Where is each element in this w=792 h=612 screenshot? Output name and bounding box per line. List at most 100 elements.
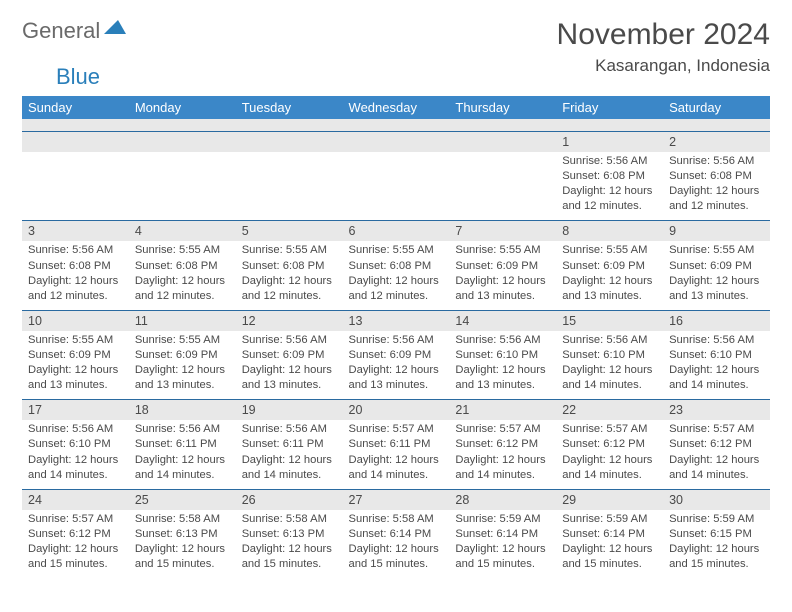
sunset: Sunset: 6:12 PM (562, 437, 657, 452)
sunrise: Sunrise: 5:56 AM (28, 243, 123, 258)
sunrise: Sunrise: 5:56 AM (455, 333, 550, 348)
sunrise: Sunrise: 5:55 AM (28, 333, 123, 348)
sunset: Sunset: 6:09 PM (562, 259, 657, 274)
day-number: 28 (449, 490, 556, 510)
daylight: Daylight: 12 hours and 13 minutes. (28, 363, 123, 393)
day-cell: 9Sunrise: 5:55 AMSunset: 6:09 PMDaylight… (663, 221, 770, 310)
daylight: Daylight: 12 hours and 13 minutes. (242, 363, 337, 393)
day-cell (343, 132, 450, 221)
day-cell: 25Sunrise: 5:58 AMSunset: 6:13 PMDayligh… (129, 489, 236, 578)
day-content: Sunrise: 5:55 AMSunset: 6:09 PMDaylight:… (449, 241, 556, 309)
day-header: Sunday (22, 96, 129, 119)
day-content: Sunrise: 5:55 AMSunset: 6:09 PMDaylight:… (663, 241, 770, 309)
day-cell: 3Sunrise: 5:56 AMSunset: 6:08 PMDaylight… (22, 221, 129, 310)
sunset: Sunset: 6:09 PM (669, 259, 764, 274)
sunset: Sunset: 6:13 PM (242, 527, 337, 542)
day-number: 19 (236, 400, 343, 420)
day-number: 14 (449, 311, 556, 331)
day-cell: 27Sunrise: 5:58 AMSunset: 6:14 PMDayligh… (343, 489, 450, 578)
day-cell: 18Sunrise: 5:56 AMSunset: 6:11 PMDayligh… (129, 400, 236, 489)
day-number (236, 132, 343, 152)
sunset: Sunset: 6:08 PM (135, 259, 230, 274)
day-number: 20 (343, 400, 450, 420)
daylight: Daylight: 12 hours and 15 minutes. (135, 542, 230, 572)
day-content: Sunrise: 5:58 AMSunset: 6:14 PMDaylight:… (343, 510, 450, 578)
daylight: Daylight: 12 hours and 14 minutes. (28, 453, 123, 483)
day-content: Sunrise: 5:55 AMSunset: 6:09 PMDaylight:… (129, 331, 236, 399)
day-number: 12 (236, 311, 343, 331)
sunrise: Sunrise: 5:55 AM (455, 243, 550, 258)
day-header: Friday (556, 96, 663, 119)
sunset: Sunset: 6:11 PM (242, 437, 337, 452)
sunrise: Sunrise: 5:55 AM (135, 243, 230, 258)
sunset: Sunset: 6:14 PM (349, 527, 444, 542)
day-cell (236, 132, 343, 221)
day-cell: 12Sunrise: 5:56 AMSunset: 6:09 PMDayligh… (236, 310, 343, 399)
daylight: Daylight: 12 hours and 12 minutes. (562, 184, 657, 214)
day-header-row: Sunday Monday Tuesday Wednesday Thursday… (22, 96, 770, 119)
day-content: Sunrise: 5:59 AMSunset: 6:14 PMDaylight:… (556, 510, 663, 578)
sunrise: Sunrise: 5:57 AM (349, 422, 444, 437)
sunset: Sunset: 6:08 PM (562, 169, 657, 184)
daylight: Daylight: 12 hours and 13 minutes. (455, 274, 550, 304)
day-number: 23 (663, 400, 770, 420)
sunset: Sunset: 6:09 PM (135, 348, 230, 363)
sunrise: Sunrise: 5:57 AM (455, 422, 550, 437)
daylight: Daylight: 12 hours and 12 minutes. (349, 274, 444, 304)
sunset: Sunset: 6:09 PM (28, 348, 123, 363)
sunrise: Sunrise: 5:58 AM (349, 512, 444, 527)
day-number: 4 (129, 221, 236, 241)
day-number: 3 (22, 221, 129, 241)
day-number: 21 (449, 400, 556, 420)
sunset: Sunset: 6:09 PM (349, 348, 444, 363)
day-content: Sunrise: 5:56 AMSunset: 6:10 PMDaylight:… (663, 331, 770, 399)
day-number: 27 (343, 490, 450, 510)
day-cell: 19Sunrise: 5:56 AMSunset: 6:11 PMDayligh… (236, 400, 343, 489)
sunset: Sunset: 6:13 PM (135, 527, 230, 542)
day-content: Sunrise: 5:55 AMSunset: 6:09 PMDaylight:… (22, 331, 129, 399)
sunrise: Sunrise: 5:55 AM (349, 243, 444, 258)
daylight: Daylight: 12 hours and 13 minutes. (562, 274, 657, 304)
day-content (22, 152, 129, 210)
day-content (129, 152, 236, 210)
day-cell: 2Sunrise: 5:56 AMSunset: 6:08 PMDaylight… (663, 132, 770, 221)
daylight: Daylight: 12 hours and 13 minutes. (455, 363, 550, 393)
day-number: 26 (236, 490, 343, 510)
sunset: Sunset: 6:10 PM (669, 348, 764, 363)
day-content: Sunrise: 5:56 AMSunset: 6:10 PMDaylight:… (22, 420, 129, 488)
day-number (343, 132, 450, 152)
sunrise: Sunrise: 5:58 AM (242, 512, 337, 527)
daylight: Daylight: 12 hours and 13 minutes. (349, 363, 444, 393)
daylight: Daylight: 12 hours and 14 minutes. (349, 453, 444, 483)
sunset: Sunset: 6:09 PM (455, 259, 550, 274)
day-content (236, 152, 343, 210)
logo-triangle-icon (104, 18, 126, 39)
day-cell: 10Sunrise: 5:55 AMSunset: 6:09 PMDayligh… (22, 310, 129, 399)
sunrise: Sunrise: 5:58 AM (135, 512, 230, 527)
sunset: Sunset: 6:15 PM (669, 527, 764, 542)
sunset: Sunset: 6:12 PM (455, 437, 550, 452)
sunset: Sunset: 6:10 PM (562, 348, 657, 363)
logo-text-general: General (22, 18, 100, 44)
day-cell: 4Sunrise: 5:55 AMSunset: 6:08 PMDaylight… (129, 221, 236, 310)
day-cell: 5Sunrise: 5:55 AMSunset: 6:08 PMDaylight… (236, 221, 343, 310)
day-cell: 22Sunrise: 5:57 AMSunset: 6:12 PMDayligh… (556, 400, 663, 489)
day-content (449, 152, 556, 210)
sunrise: Sunrise: 5:56 AM (669, 333, 764, 348)
weeks-table: 1Sunrise: 5:56 AMSunset: 6:08 PMDaylight… (22, 131, 770, 578)
day-cell: 29Sunrise: 5:59 AMSunset: 6:14 PMDayligh… (556, 489, 663, 578)
day-cell: 30Sunrise: 5:59 AMSunset: 6:15 PMDayligh… (663, 489, 770, 578)
sunset: Sunset: 6:11 PM (135, 437, 230, 452)
day-cell: 26 Sunrise: 5:58 AMSunset: 6:13 PMDayligh… (236, 489, 343, 578)
daylight: Daylight: 12 hours and 15 minutes. (455, 542, 550, 572)
day-content: Sunrise: 5:56 AMSunset: 6:08 PMDaylight:… (556, 152, 663, 220)
week-row: 17Sunrise: 5:56 AMSunset: 6:10 PMDayligh… (22, 400, 770, 489)
sunrise: Sunrise: 5:57 AM (28, 512, 123, 527)
day-number: 29 (556, 490, 663, 510)
day-number: 1 (556, 132, 663, 152)
day-content: Sunrise: 5:57 AMSunset: 6:12 PMDaylight:… (663, 420, 770, 488)
sunrise: Sunrise: 5:56 AM (562, 154, 657, 169)
sunrise: Sunrise: 5:59 AM (455, 512, 550, 527)
daylight: Daylight: 12 hours and 15 minutes. (242, 542, 337, 572)
sunrise: Sunrise: 5:59 AM (669, 512, 764, 527)
